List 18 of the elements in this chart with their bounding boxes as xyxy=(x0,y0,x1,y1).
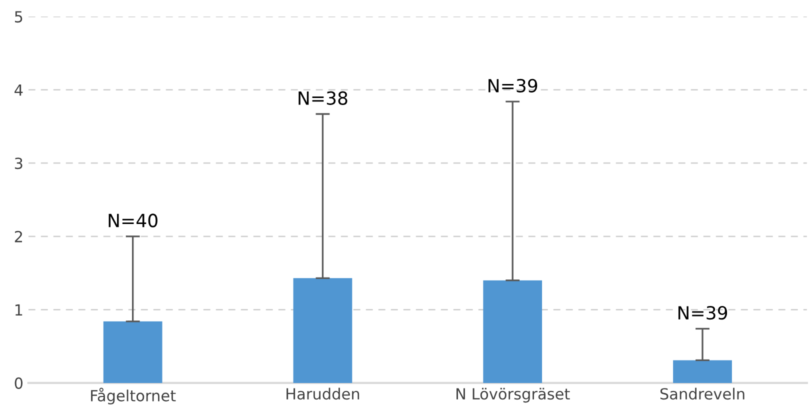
annotation: N=39 xyxy=(488,78,538,93)
annotation: N=39 xyxy=(678,306,728,320)
annotation: N=38 xyxy=(298,91,348,105)
annotation: N=40 xyxy=(108,214,158,228)
bar xyxy=(483,280,542,383)
y-tick-label: 5 xyxy=(14,11,22,23)
y-tick-label: 3 xyxy=(14,158,22,170)
x-tick-label: Sandreveln xyxy=(660,388,744,400)
x-tick-label: Harudden xyxy=(286,388,360,400)
y-tick-label: 4 xyxy=(14,84,23,96)
y-tick-label: 2 xyxy=(14,230,22,242)
x-tick-label: N Lövörsgräset xyxy=(456,388,570,403)
bar xyxy=(103,321,162,383)
y-tick-label: 0 xyxy=(14,377,23,389)
x-tick-label: Fågeltornet xyxy=(91,388,176,404)
bar xyxy=(673,360,732,383)
y-tick-label: 1 xyxy=(15,304,22,316)
bar xyxy=(293,278,352,383)
